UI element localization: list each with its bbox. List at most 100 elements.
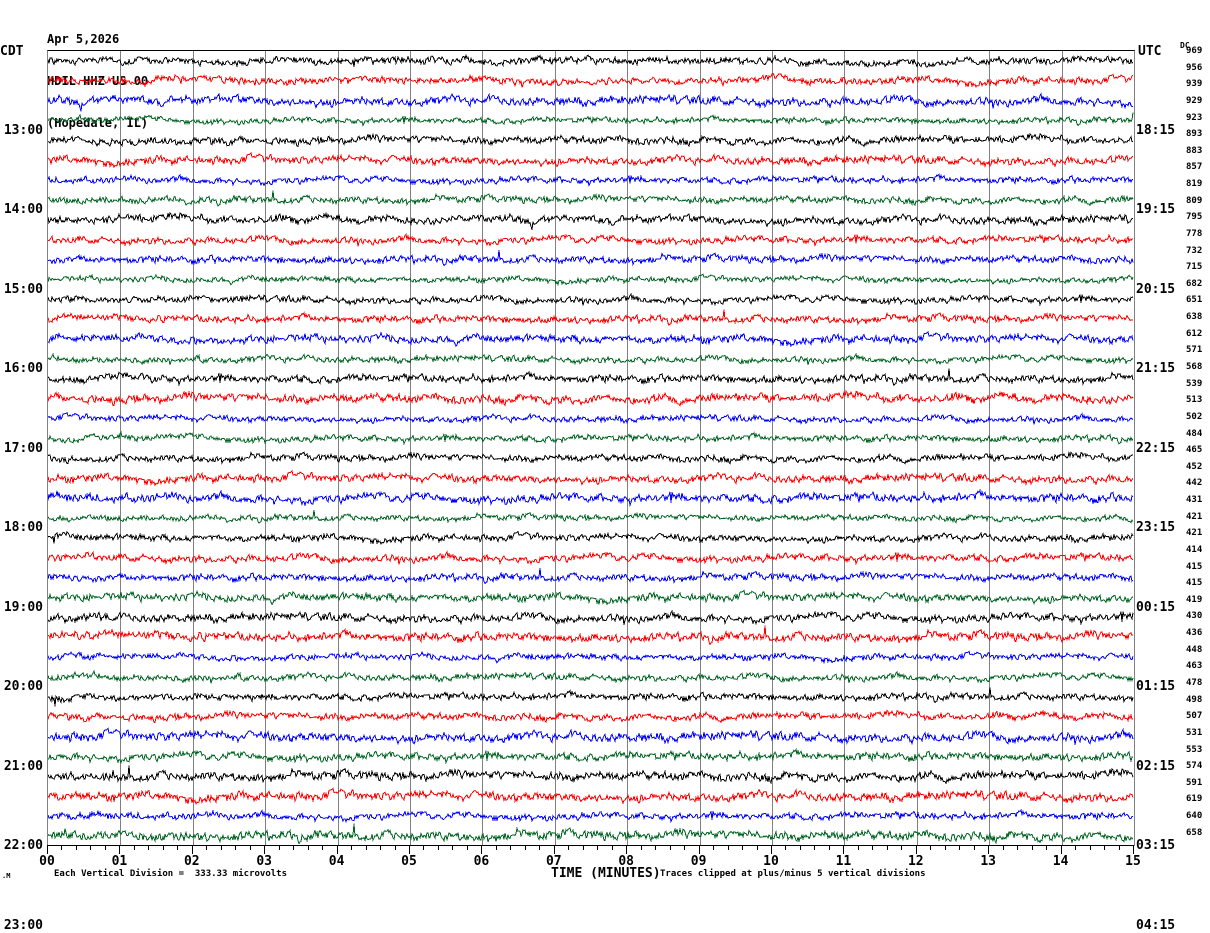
seismic-trace bbox=[48, 112, 1134, 127]
dc-value: 448 bbox=[1186, 644, 1203, 655]
x-tick-minor bbox=[945, 845, 946, 850]
x-tick-minor bbox=[293, 845, 294, 850]
seismic-trace bbox=[48, 190, 1134, 207]
dc-value: 430 bbox=[1186, 611, 1203, 622]
x-tick-major bbox=[481, 845, 482, 854]
x-tick-minor bbox=[757, 845, 758, 850]
x-tick-label: 00 bbox=[39, 854, 55, 869]
right-time-label: 18:15 bbox=[1136, 122, 1176, 138]
seismic-trace bbox=[48, 390, 1134, 407]
left-time-label: 19:00 bbox=[3, 599, 43, 615]
dc-value: 421 bbox=[1186, 528, 1203, 539]
x-tick-minor bbox=[452, 845, 453, 850]
dc-value: 612 bbox=[1186, 328, 1203, 339]
seismic-trace bbox=[48, 609, 1134, 626]
dc-value: 419 bbox=[1186, 594, 1203, 605]
dc-value: 923 bbox=[1186, 112, 1203, 123]
x-tick-major bbox=[771, 845, 772, 854]
dc-value: 513 bbox=[1186, 395, 1203, 406]
x-tick-minor bbox=[684, 845, 685, 850]
left-time-label: 13:00 bbox=[3, 122, 43, 138]
right-time-label: 04:15 bbox=[1136, 917, 1176, 933]
x-tick-minor bbox=[800, 845, 801, 850]
x-tick-major bbox=[409, 845, 410, 854]
dc-value: 682 bbox=[1186, 278, 1203, 289]
left-time-label: 17:00 bbox=[3, 440, 43, 456]
seismic-trace bbox=[48, 470, 1134, 487]
x-tick-minor bbox=[655, 845, 656, 850]
seismic-trace bbox=[48, 352, 1134, 366]
x-tick-label: 07 bbox=[545, 854, 562, 869]
x-axis bbox=[47, 845, 1134, 855]
x-tick-minor bbox=[901, 845, 902, 850]
dc-value: 795 bbox=[1186, 212, 1203, 223]
left-timezone-label: CDT bbox=[0, 44, 24, 59]
x-tick-minor bbox=[438, 845, 439, 850]
x-tick-minor bbox=[90, 845, 91, 850]
x-tick-minor bbox=[597, 845, 598, 850]
trace-layer bbox=[48, 53, 1134, 845]
x-tick-minor bbox=[814, 845, 815, 850]
right-time-label: 03:15 bbox=[1136, 838, 1176, 853]
x-tick-label: 15 bbox=[1125, 854, 1141, 869]
x-tick-label: 13 bbox=[980, 854, 997, 869]
x-tick-minor bbox=[568, 845, 569, 850]
scale-note: Each Vertical Division = 333.33 microvol… bbox=[54, 869, 287, 879]
x-tick-minor bbox=[235, 845, 236, 850]
x-tick-minor bbox=[496, 845, 497, 850]
right-time-label: 23:15 bbox=[1136, 520, 1176, 535]
seismic-trace bbox=[48, 748, 1134, 765]
dc-value: 553 bbox=[1186, 744, 1203, 755]
x-tick-minor bbox=[1003, 845, 1004, 850]
x-tick-major bbox=[192, 845, 193, 854]
seismic-trace bbox=[48, 92, 1134, 112]
x-tick-minor bbox=[1017, 845, 1018, 850]
x-tick-label: 09 bbox=[690, 854, 707, 869]
x-tick-minor bbox=[641, 845, 642, 850]
dc-value: 638 bbox=[1186, 312, 1203, 323]
dc-value: 568 bbox=[1186, 362, 1203, 372]
seismic-trace bbox=[48, 173, 1134, 187]
dc-value: 619 bbox=[1186, 794, 1203, 805]
x-tick-major bbox=[47, 845, 48, 854]
x-tick-label: 04 bbox=[328, 854, 345, 869]
x-tick-major bbox=[264, 845, 265, 854]
dc-value: 415 bbox=[1186, 578, 1203, 589]
right-time-label: 01:15 bbox=[1136, 679, 1176, 694]
x-tick-minor bbox=[539, 845, 540, 850]
right-time-label: 19:15 bbox=[1136, 202, 1176, 217]
seismic-trace bbox=[48, 233, 1134, 248]
dc-value: 421 bbox=[1186, 511, 1203, 522]
x-tick-major bbox=[843, 845, 844, 854]
x-tick-minor bbox=[785, 845, 786, 850]
dc-value: 929 bbox=[1186, 95, 1203, 106]
right-time-label: 02:15 bbox=[1136, 758, 1176, 774]
x-tick-minor bbox=[380, 845, 381, 850]
dc-value: 640 bbox=[1186, 811, 1203, 822]
x-tick-minor bbox=[829, 845, 830, 850]
dc-value: 956 bbox=[1186, 62, 1203, 73]
seismic-trace bbox=[48, 293, 1134, 307]
dc-value: 732 bbox=[1186, 245, 1203, 256]
dc-column-header: DC bbox=[1180, 41, 1190, 50]
right-time-label: 22:15 bbox=[1136, 440, 1176, 456]
seismic-trace bbox=[48, 550, 1134, 566]
x-tick-minor bbox=[366, 845, 367, 850]
x-tick-label: 14 bbox=[1052, 854, 1069, 869]
dc-value: 452 bbox=[1186, 461, 1203, 472]
x-tick-minor bbox=[713, 845, 714, 850]
x-tick-minor bbox=[959, 845, 960, 850]
seismogram-plot[interactable] bbox=[47, 50, 1135, 846]
dc-value: 883 bbox=[1186, 145, 1203, 156]
dc-value: 809 bbox=[1186, 195, 1203, 206]
x-tick-minor bbox=[1090, 845, 1091, 850]
x-tick-label: 05 bbox=[401, 854, 417, 869]
x-tick-label: 03 bbox=[256, 854, 273, 869]
x-tick-label: 02 bbox=[183, 854, 200, 869]
seismic-trace bbox=[48, 411, 1134, 425]
dc-value: 715 bbox=[1186, 262, 1203, 273]
clip-note: Traces clipped at plus/minus 5 vertical … bbox=[660, 869, 926, 879]
dc-value: 431 bbox=[1186, 495, 1203, 506]
x-tick-minor bbox=[467, 845, 468, 850]
dc-value: 498 bbox=[1186, 694, 1203, 705]
